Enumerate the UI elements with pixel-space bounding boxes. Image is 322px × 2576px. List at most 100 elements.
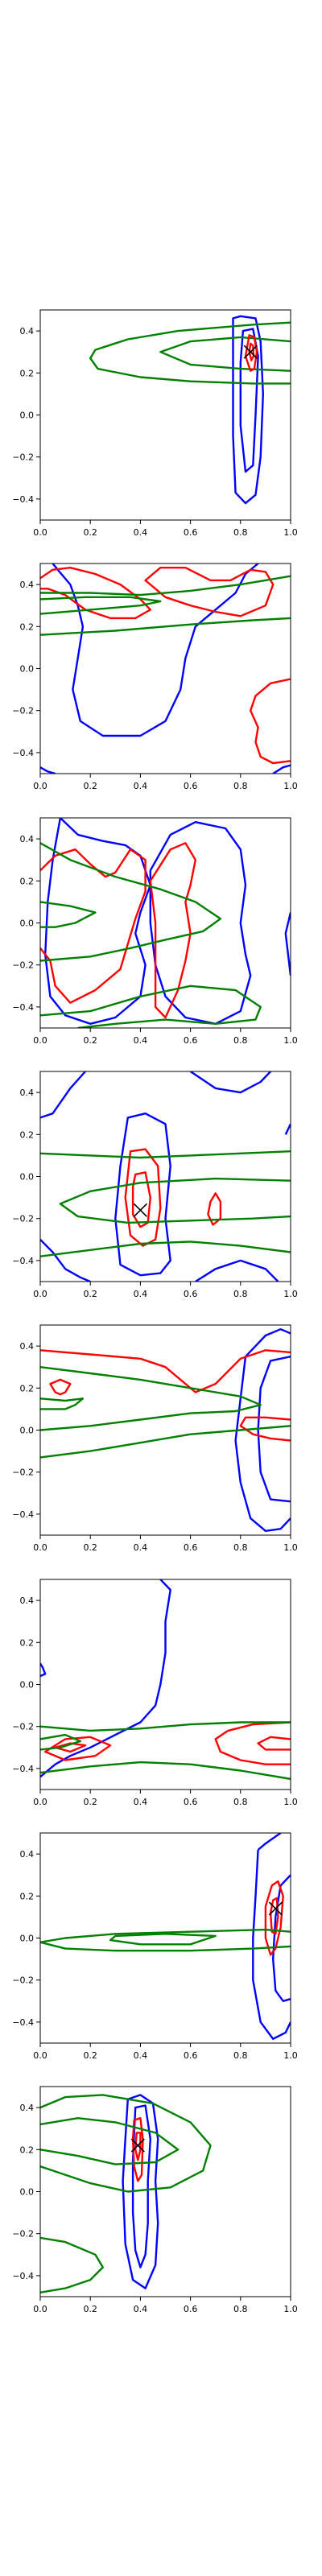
blue-contour-line xyxy=(234,1356,291,1532)
blue-contour-line xyxy=(114,1113,171,1277)
blue-contour-line xyxy=(44,818,151,1025)
red-contour-line xyxy=(44,1736,112,1761)
x-tick-label: 1.0 xyxy=(283,527,298,538)
green-contour-line xyxy=(40,1150,291,1159)
x-tick-label: 1.0 xyxy=(283,1289,298,1299)
axes-background xyxy=(39,1071,291,1282)
y-tick-label: −0.4 xyxy=(12,748,34,758)
red-contour-line xyxy=(40,567,151,620)
plot-area xyxy=(40,818,291,1028)
blue-contour-line xyxy=(245,1328,291,1358)
x-tick-label: 0.8 xyxy=(233,1289,248,1299)
blue-contour-line xyxy=(52,564,259,737)
x-tick-label: 0.8 xyxy=(233,2050,248,2061)
y-tick-label: 0.2 xyxy=(20,621,35,632)
green-contour-line xyxy=(40,1397,85,1410)
x-tick-label: 0.4 xyxy=(134,781,148,791)
y-tick-label: 0.2 xyxy=(20,1383,35,1393)
y-tick-label: 0.2 xyxy=(20,1129,35,1140)
x-marker xyxy=(133,1203,147,1217)
x-tick-label: 0.4 xyxy=(134,1542,148,1553)
x-tick-label: 1.0 xyxy=(283,1797,298,1807)
y-tick-label: 0.4 xyxy=(20,1849,35,1860)
y-tick-label: −0.4 xyxy=(12,2017,34,2028)
x-tick-label: 0.4 xyxy=(134,527,148,538)
x-tick-label: 0.2 xyxy=(83,781,97,791)
x-tick-label: 0.6 xyxy=(184,1289,198,1299)
green-contour-line xyxy=(40,1733,81,1751)
axes-background xyxy=(39,1324,291,1536)
y-tick-label: 0.0 xyxy=(20,1680,35,1690)
chart-panel-2: 0.0 0.2 0.4 0.6 0.8 1.0 0.4 0.2 0.0 −0.2 −0.4 xyxy=(12,563,298,791)
x-tick-label: 0.2 xyxy=(83,527,97,538)
axes-background xyxy=(39,563,291,774)
blue-contour-line xyxy=(40,1238,91,1282)
plot-area xyxy=(40,2094,212,2293)
y-tick-label: −0.2 xyxy=(12,2229,34,2240)
y-tick-label: 0.2 xyxy=(20,2145,35,2155)
plot-area xyxy=(40,564,291,774)
y-tick-label: 0.4 xyxy=(20,2103,35,2113)
blue-contour-line xyxy=(272,1874,291,2002)
y-tick-label: −0.4 xyxy=(12,1509,34,1520)
x-tick-label: 0.4 xyxy=(134,1035,148,1046)
chart-panel-3: 0.0 0.2 0.4 0.6 0.8 1.0 0.4 0.2 0.0 −0.2 −0.4 xyxy=(12,817,298,1046)
x-tick-label: 0.0 xyxy=(33,2050,47,2061)
y-tick-label: 0.0 xyxy=(20,919,35,929)
red-contour-line xyxy=(207,1192,222,1226)
green-contour-line xyxy=(159,336,291,372)
plot-area xyxy=(40,1328,291,1532)
x-tick-label: 0.4 xyxy=(134,1797,148,1807)
y-tick-label: 0.2 xyxy=(20,1891,35,1901)
y-tick-label: 0.0 xyxy=(20,1934,35,1944)
y-tick-label: −0.4 xyxy=(12,494,34,505)
chart-panel-1: 0.0 0.2 0.4 0.6 0.8 1.0 0.4 0.2 0.0 −0.2 −0.4 xyxy=(12,309,298,538)
x-tick-label: 0.0 xyxy=(33,2304,47,2314)
red-contour-line xyxy=(131,1171,151,1228)
x-tick-label: 0.4 xyxy=(134,1289,148,1299)
y-tick-label: 0.4 xyxy=(20,326,35,336)
x-tick-label: 0.6 xyxy=(184,527,198,538)
green-contour-line xyxy=(40,842,222,962)
y-tick-label: −0.2 xyxy=(12,960,34,971)
x-tick-label: 0.0 xyxy=(33,527,47,538)
y-tick-label: 0.0 xyxy=(20,411,35,421)
y-tick-label: 0.2 xyxy=(20,1637,35,1648)
plot-area xyxy=(40,1071,291,1282)
x-tick-label: 0.8 xyxy=(233,1035,248,1046)
green-contour-line xyxy=(40,1761,291,1781)
x-tick-label: 0.2 xyxy=(83,1289,97,1299)
y-tick-label: 0.0 xyxy=(20,2187,35,2198)
red-contour-line xyxy=(144,567,275,617)
chart-panel-5: 0.0 0.2 0.4 0.6 0.8 1.0 0.4 0.2 0.0 −0.2 −0.4 xyxy=(12,1324,298,1553)
plot-area xyxy=(89,315,291,505)
red-contour-line xyxy=(239,1416,291,1442)
red-contour-line xyxy=(250,678,291,765)
blue-contour-line xyxy=(40,1662,47,1678)
x-tick-label: 1.0 xyxy=(283,1035,298,1046)
x-tick-label: 1.0 xyxy=(283,2304,298,2314)
blue-contour-line xyxy=(284,912,291,976)
x-tick-label: 0.8 xyxy=(233,781,248,791)
x-tick-label: 0.0 xyxy=(33,1289,47,1299)
x-tick-label: 1.0 xyxy=(283,1542,298,1553)
y-tick-label: 0.0 xyxy=(20,664,35,675)
red-contour-line xyxy=(54,1742,87,1753)
x-tick-label: 0.6 xyxy=(184,781,198,791)
y-tick-label: −0.4 xyxy=(12,1256,34,1266)
green-contour-line xyxy=(40,2236,104,2293)
green-contour-line xyxy=(40,1928,291,1952)
blue-contour-line xyxy=(131,2104,151,2268)
x-tick-label: 0.4 xyxy=(134,2304,148,2314)
green-contour-line xyxy=(59,1177,291,1224)
blue-contour-line xyxy=(40,1579,171,1778)
red-contour-line xyxy=(264,1880,284,1956)
chart-panel-8: 0.0 0.2 0.4 0.6 0.8 1.0 0.4 0.2 0.0 −0.2 −0.4 xyxy=(12,2086,298,2314)
y-tick-label: −0.4 xyxy=(12,1764,34,1774)
y-tick-label: 0.4 xyxy=(20,1596,35,1606)
x-tick-label: 0.2 xyxy=(83,1542,97,1553)
x-marker xyxy=(268,1901,283,1916)
x-tick-label: 0.8 xyxy=(233,2304,248,2314)
green-contour-line xyxy=(40,575,291,597)
x-tick-label: 0.4 xyxy=(134,2050,148,2061)
